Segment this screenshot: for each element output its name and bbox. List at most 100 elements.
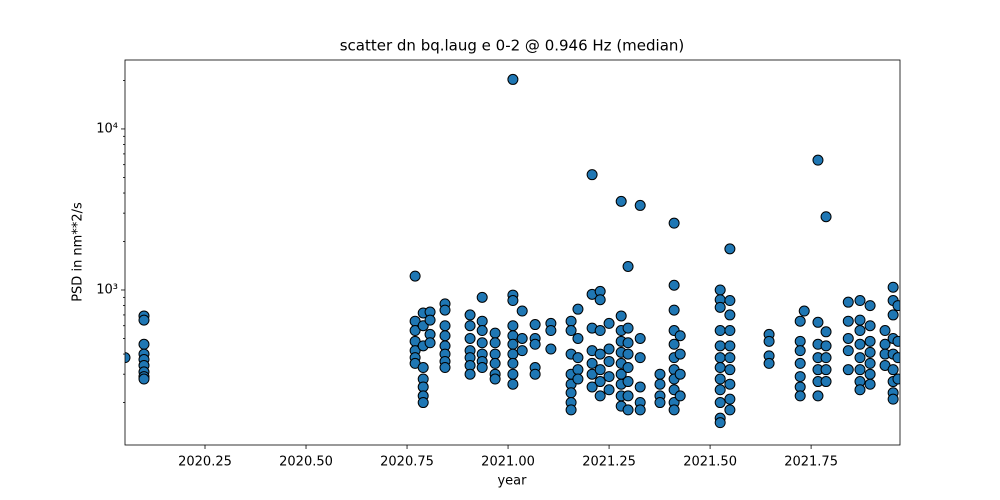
point — [615, 310, 627, 322]
point — [842, 332, 854, 344]
point — [439, 320, 451, 332]
point — [603, 384, 615, 396]
point — [668, 217, 680, 229]
point — [668, 304, 680, 316]
point — [794, 345, 806, 357]
point — [634, 404, 646, 416]
point — [724, 393, 736, 405]
point — [572, 352, 584, 364]
point — [714, 352, 726, 364]
point — [634, 352, 646, 364]
point — [409, 270, 421, 282]
point — [476, 325, 488, 337]
point — [714, 384, 726, 396]
point — [724, 352, 736, 364]
point — [763, 357, 775, 369]
point — [516, 345, 528, 357]
point — [820, 340, 832, 352]
point — [594, 348, 606, 360]
point — [714, 325, 726, 337]
point — [417, 397, 429, 409]
point — [594, 325, 606, 337]
point — [439, 362, 451, 374]
point — [724, 325, 736, 337]
point — [603, 343, 615, 355]
point — [507, 357, 519, 369]
point — [724, 404, 736, 416]
point — [572, 332, 584, 344]
x-tick-label: 2021.75 — [784, 455, 838, 470]
point — [507, 295, 519, 307]
point — [668, 404, 680, 416]
point — [864, 320, 876, 332]
point — [842, 315, 854, 327]
point — [125, 352, 131, 364]
point — [654, 368, 666, 380]
point — [794, 371, 806, 383]
point — [714, 397, 726, 409]
point — [854, 352, 866, 364]
point — [622, 362, 634, 374]
point — [622, 390, 634, 402]
point — [586, 169, 598, 181]
x-axis-label: year — [497, 474, 527, 489]
y-tick-label: 10⁴ — [96, 121, 118, 136]
point — [622, 404, 634, 416]
point — [668, 279, 680, 291]
point — [892, 373, 900, 385]
point — [864, 335, 876, 347]
point — [842, 296, 854, 308]
point — [714, 301, 726, 313]
point — [138, 373, 150, 385]
point — [724, 364, 736, 376]
point — [842, 364, 854, 376]
point — [489, 327, 501, 339]
point — [879, 325, 891, 337]
point — [594, 376, 606, 388]
x-tick-label: 2020.25 — [178, 455, 232, 470]
point — [424, 337, 436, 349]
point — [634, 381, 646, 393]
point — [674, 330, 686, 342]
point — [603, 355, 615, 367]
point — [516, 305, 528, 317]
point — [854, 325, 866, 337]
point — [674, 390, 686, 402]
y-axis-label: PSD in nm**2/s — [71, 202, 86, 302]
point — [529, 368, 541, 380]
point — [489, 337, 501, 349]
point — [507, 368, 519, 380]
point — [586, 357, 598, 369]
point — [820, 211, 832, 223]
point — [622, 348, 634, 360]
point — [424, 314, 436, 326]
point — [820, 352, 832, 364]
point — [516, 332, 528, 344]
point — [864, 346, 876, 358]
point — [507, 73, 519, 85]
point — [724, 340, 736, 352]
point — [864, 357, 876, 369]
point — [864, 378, 876, 390]
point — [603, 317, 615, 329]
point — [887, 281, 899, 293]
point — [464, 309, 476, 321]
point — [417, 362, 429, 374]
point — [854, 295, 866, 307]
point — [714, 340, 726, 352]
point — [622, 376, 634, 388]
y-tick-label: 10³ — [96, 282, 118, 297]
point — [724, 295, 736, 307]
point — [572, 303, 584, 315]
x-tick-label: 2021.25 — [582, 455, 636, 470]
point — [864, 368, 876, 380]
point — [464, 320, 476, 332]
point — [887, 364, 899, 376]
point — [724, 378, 736, 390]
point — [586, 381, 598, 393]
point — [545, 343, 557, 355]
point — [489, 373, 501, 385]
point — [714, 362, 726, 374]
